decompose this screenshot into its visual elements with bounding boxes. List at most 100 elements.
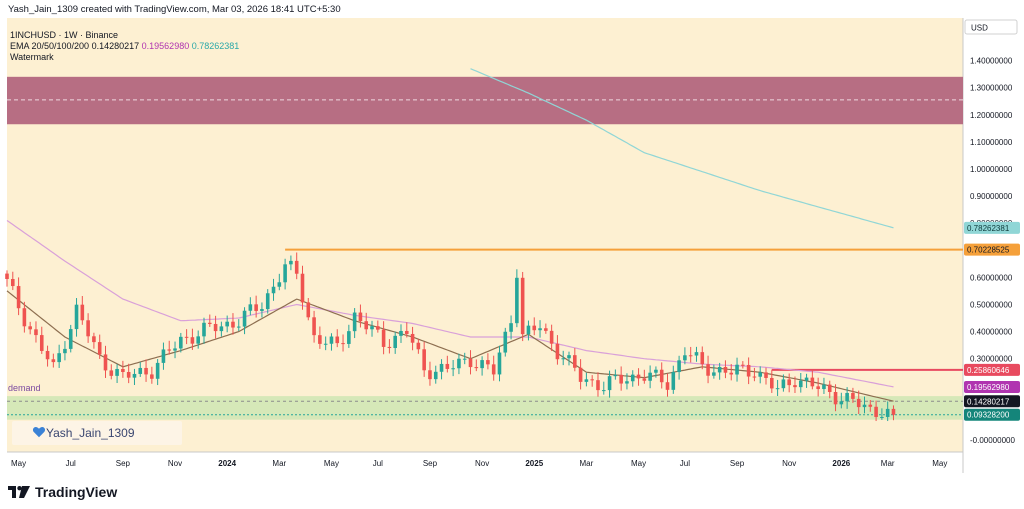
candle-body — [781, 379, 786, 389]
candle — [642, 369, 647, 384]
candle-body — [318, 335, 322, 344]
candle-body — [115, 368, 119, 376]
candle — [190, 328, 195, 350]
candle — [532, 317, 537, 336]
candle — [793, 376, 797, 393]
x-tick-label: Sep — [423, 459, 438, 468]
x-tick-label: May — [324, 459, 339, 468]
candle-body — [207, 322, 212, 324]
price-label-ema50: 0.19562980 — [964, 380, 1020, 393]
candle — [126, 363, 131, 384]
candle-body — [404, 330, 409, 334]
supply-zone — [7, 76, 963, 125]
candle — [880, 408, 884, 420]
candle — [144, 359, 148, 382]
candle-body — [584, 379, 589, 382]
candle — [306, 297, 311, 321]
candle — [474, 359, 479, 372]
candle-body — [775, 388, 780, 390]
candle — [781, 374, 786, 392]
candle — [399, 324, 403, 343]
candle-body — [671, 372, 676, 390]
candle-body — [885, 408, 890, 417]
candle-body — [155, 362, 160, 379]
candles — [5, 252, 896, 422]
candle-body — [474, 367, 479, 369]
candle-body — [445, 363, 450, 369]
candle — [590, 375, 594, 387]
candle-body — [439, 363, 444, 372]
candle-body — [752, 376, 757, 378]
price-label-box — [964, 363, 1020, 376]
candle-body — [51, 359, 56, 363]
candle-body — [422, 349, 426, 371]
candle — [874, 400, 878, 422]
candle — [277, 273, 282, 291]
candle — [57, 344, 61, 368]
candle — [810, 370, 815, 390]
candle — [509, 315, 513, 340]
candle-body — [578, 367, 583, 382]
x-tick-label: May — [932, 459, 947, 468]
candle — [578, 359, 583, 390]
candle-body — [665, 382, 670, 390]
candle-body — [758, 372, 763, 377]
candle-body — [387, 346, 392, 349]
candle-body — [428, 370, 432, 380]
candle — [265, 289, 270, 314]
candle — [387, 339, 392, 354]
candle-body — [683, 355, 687, 361]
x-tick-label: Jul — [680, 459, 690, 468]
price-label-text: 0.19562980 — [967, 383, 1010, 392]
candle — [248, 297, 253, 316]
candle — [723, 360, 728, 379]
y-tick-label: 1.10000000 — [970, 138, 1013, 147]
price-label-red: 0.25860646 — [964, 363, 1020, 376]
candle — [5, 270, 9, 287]
candle — [856, 390, 861, 415]
candle — [659, 362, 664, 389]
candle-body — [416, 342, 421, 350]
price-label-resistance: 0.70228525 — [964, 243, 1020, 256]
candle-body — [364, 321, 369, 330]
candle-body — [306, 302, 311, 318]
candle — [758, 366, 763, 384]
x-tick-label: Nov — [168, 459, 182, 468]
candle-body — [700, 352, 705, 365]
candle-body — [138, 367, 143, 374]
candle — [567, 351, 571, 366]
x-tick-label: May — [11, 459, 26, 468]
candle-body — [688, 355, 693, 357]
candle-body — [741, 364, 745, 366]
candle-body — [677, 360, 681, 373]
candle — [428, 361, 432, 386]
candle-body — [468, 358, 473, 368]
candle-body — [868, 404, 873, 407]
candle-body — [480, 360, 484, 369]
candle — [92, 332, 96, 349]
price-label-box — [964, 221, 1020, 234]
candle-body — [80, 304, 85, 321]
candle-body — [347, 331, 351, 344]
candle-body — [712, 372, 716, 376]
candle-body — [277, 282, 282, 287]
candle-body — [804, 377, 809, 381]
candle — [225, 315, 229, 333]
candle — [236, 319, 241, 332]
candle-body — [312, 317, 316, 336]
candle-body — [184, 336, 189, 338]
candle-body — [190, 337, 195, 344]
candle-body — [45, 350, 50, 360]
candle-body — [833, 392, 838, 405]
candle — [376, 320, 380, 333]
candle-body — [607, 376, 612, 391]
candle — [300, 265, 305, 310]
candle — [515, 269, 519, 328]
price-label-text: 0.25860646 — [967, 366, 1010, 375]
y-tick-label: 0.60000000 — [970, 273, 1013, 282]
candle — [891, 405, 896, 421]
x-tick-label: Sep — [730, 459, 745, 468]
candle-body — [225, 321, 229, 327]
candle-body — [787, 379, 791, 386]
y-tick-label: 1.20000000 — [970, 111, 1013, 120]
